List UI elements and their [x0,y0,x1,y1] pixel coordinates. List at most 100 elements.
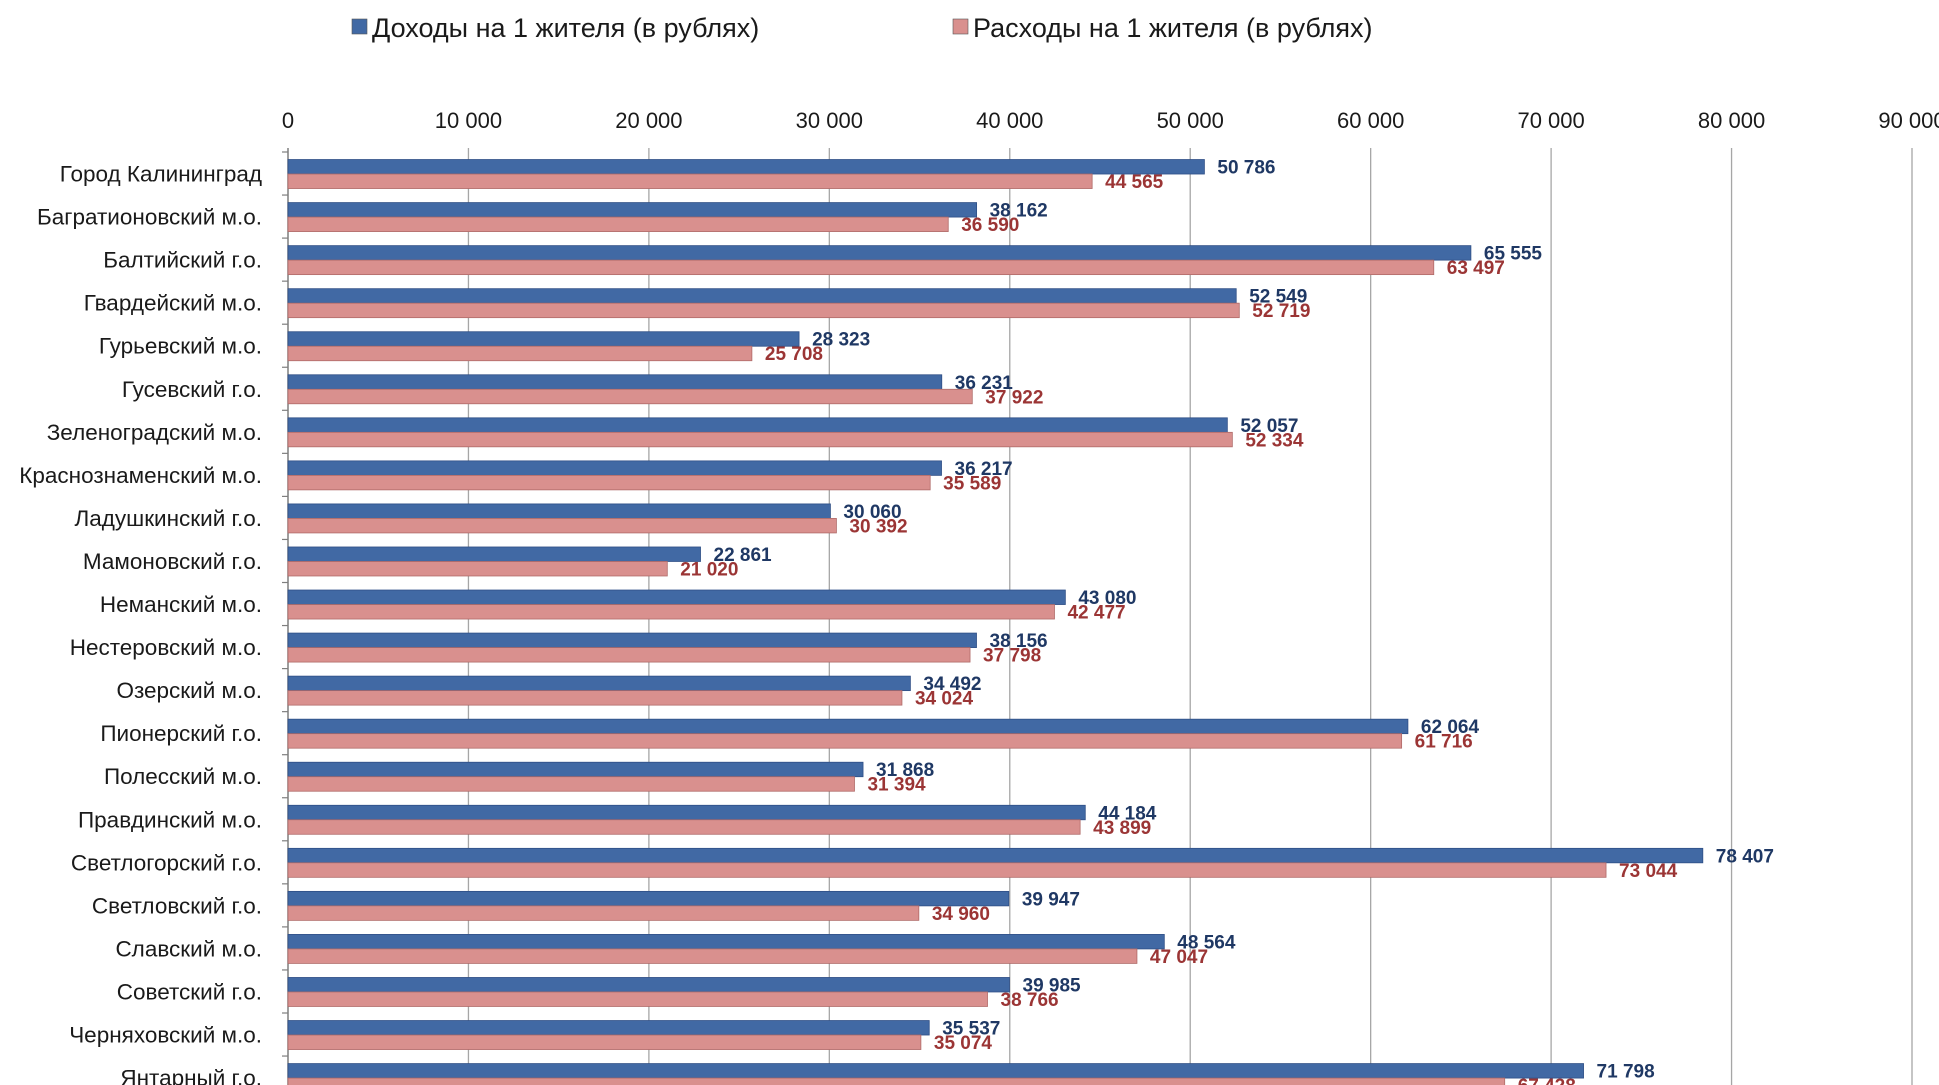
bar-expense [287,647,971,663]
category-label: Ладушкинский г.о. [74,506,262,531]
x-axis-ticks: 0 10 000 20 000 30 000 40 000 50 000 60 000 70 … [282,108,1939,133]
x-tick-label: 0 [282,108,294,133]
bar-expense [287,905,920,921]
bar-income [287,977,1010,993]
bar-expense [287,259,1435,276]
data-label-income: 31 868 [876,760,934,781]
data-label-expense: 31 394 [867,775,926,796]
data-label-income: 39 985 [1023,975,1082,996]
data-label-expense: 44 565 [1105,172,1164,193]
data-label-income: 38 162 [990,201,1048,222]
category-label: Багратионовский м.о. [37,205,262,230]
bar-income [287,847,1704,864]
bar-income [287,417,1228,433]
category-label: Зеленоградский м.о. [47,420,262,445]
bar-expense [287,1077,1506,1085]
bar-expense [287,302,1240,319]
data-label-income: 44 184 [1098,803,1157,824]
data-label-expense: 37 922 [985,387,1043,408]
bar-expense [287,991,988,1007]
bar-income [287,632,977,648]
data-label-expense: 63 497 [1447,258,1505,279]
x-tick-label: 60 000 [1337,108,1404,133]
category-label: Озерский м.о. [116,678,262,703]
data-label-expense: 30 392 [849,516,907,537]
x-tick-label: 70 000 [1517,108,1584,133]
data-label-expense: 37 798 [983,646,1041,667]
data-label-income: 52 057 [1240,416,1298,437]
bar-expense [287,388,973,405]
data-label-expense: 35 074 [934,1033,993,1054]
data-label-income: 36 231 [955,373,1014,394]
bar-expense [287,862,1607,878]
bar-expense [287,431,1233,448]
data-label-expense: 61 716 [1415,732,1473,753]
bar-income [287,202,978,218]
category-label: Янтарный г.о. [120,1066,262,1085]
bar-expense [287,1034,922,1050]
data-label-expense: 52 334 [1245,430,1304,451]
category-label: Город Калининград [60,162,262,187]
data-label-income: 30 060 [843,502,901,523]
data-label-income: 22 861 [714,545,773,566]
data-label-expense: 52 719 [1252,301,1310,322]
category-label: Правдинский м.о. [78,807,262,832]
data-label-income: 38 156 [990,631,1048,652]
category-label: Мамоновский г.о. [83,549,262,574]
data-label-expense: 21 020 [680,559,738,580]
data-label-income: 34 492 [923,674,981,695]
bar-expense [287,345,753,362]
x-tick-label: 80 000 [1698,108,1765,133]
data-label-income: 35 537 [942,1019,1000,1040]
bar-income [287,804,1086,821]
category-label: Гусевский г.о. [122,377,262,402]
x-tick-label: 30 000 [796,108,863,133]
x-tick-label: 90 000 [1878,108,1939,133]
legend-swatch-2 [952,18,969,35]
bar-income [287,503,831,519]
data-label-expense: 35 589 [943,473,1001,494]
data-label-income: 39 947 [1022,889,1080,910]
bar-income [287,1020,930,1036]
bar-expense [287,604,1055,620]
data-label-expense: 73 044 [1619,861,1678,882]
bar-expense [287,690,903,706]
category-label: Гурьевский м.о. [99,334,262,359]
bar-income [287,675,911,692]
category-label: Советский г.о. [117,979,262,1004]
data-label-income: 36 217 [955,459,1013,480]
category-label: Полесский м.о. [104,764,262,789]
bar-expense [287,561,668,577]
bar-income [287,331,800,347]
category-label: Черняховский м.о. [69,1023,262,1048]
data-label-income: 50 786 [1217,158,1275,179]
data-label-income: 71 798 [1597,1062,1655,1083]
data-label-expense: 34 960 [932,904,990,925]
data-label-income: 43 080 [1078,588,1136,609]
bar-income [287,546,701,562]
data-label-income: 48 564 [1177,932,1236,953]
bar-expense [287,216,949,232]
data-label-expense: 42 477 [1067,603,1125,624]
data-label-expense: 25 708 [765,344,823,365]
data-label-expense: 43 899 [1093,818,1151,839]
legend-swatch-1 [351,18,368,35]
bar-income [287,934,1165,950]
bar-income [287,374,943,390]
category-label: Неманский м.о. [100,592,262,617]
data-label-income: 62 064 [1421,717,1480,738]
data-label-income: 78 407 [1716,846,1774,867]
category-label: Балтийский г.о. [103,248,262,273]
bar-income [287,159,1205,175]
bar-expense [287,173,1093,189]
category-label: Славский м.о. [115,936,262,961]
x-tick-label: 50 000 [1157,108,1224,133]
data-label-income: 65 555 [1484,244,1543,265]
data-label-expense: 34 024 [915,689,974,710]
bar-income [287,245,1472,261]
bar-income [287,1063,1584,1079]
category-label: Гвардейский м.о. [84,291,262,316]
data-label-income: 52 549 [1249,287,1307,308]
